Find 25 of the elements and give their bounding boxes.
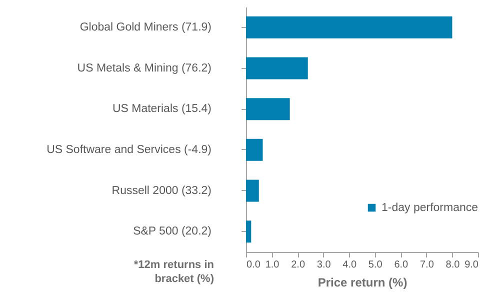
- x-tick-label: 2.0: [291, 260, 306, 270]
- y-tick-label: Global Gold Miners (71.9): [80, 21, 212, 34]
- bar: [246, 57, 308, 80]
- x-tick-label: 8.0: [446, 260, 460, 270]
- x-tick-label: 4.0: [342, 260, 357, 270]
- x-tick-label: 1.0: [265, 260, 280, 270]
- x-tick-label: 5.0: [368, 260, 383, 270]
- x-tick-label: 0.0: [246, 260, 261, 270]
- bar: [246, 138, 263, 161]
- x-tick-label: 6.0: [394, 260, 409, 270]
- x-tick-label: 3.0: [316, 260, 332, 270]
- y-tick-label: Russell 2000 (33.2): [112, 184, 212, 197]
- bar: [246, 16, 452, 38]
- x-axis-title: Price return (%): [318, 276, 408, 290]
- x-tick-label: 7.0: [420, 260, 434, 270]
- y-tick-label: S&P 500 (20.2): [133, 226, 212, 238]
- y-tick-label: US Software and Services (-4.9): [46, 144, 212, 156]
- legend-label: 1-day performance: [382, 202, 478, 214]
- bar: [246, 180, 259, 202]
- bar: [246, 98, 290, 120]
- text: *12m returns in bracket (%): [132, 258, 214, 286]
- bar: [246, 220, 252, 243]
- x-tick-label: 9.0: [464, 260, 479, 270]
- y-tick-label: US Materials (15.4): [112, 103, 212, 116]
- y-tick-label: US Metals & Mining (76.2): [77, 62, 212, 74]
